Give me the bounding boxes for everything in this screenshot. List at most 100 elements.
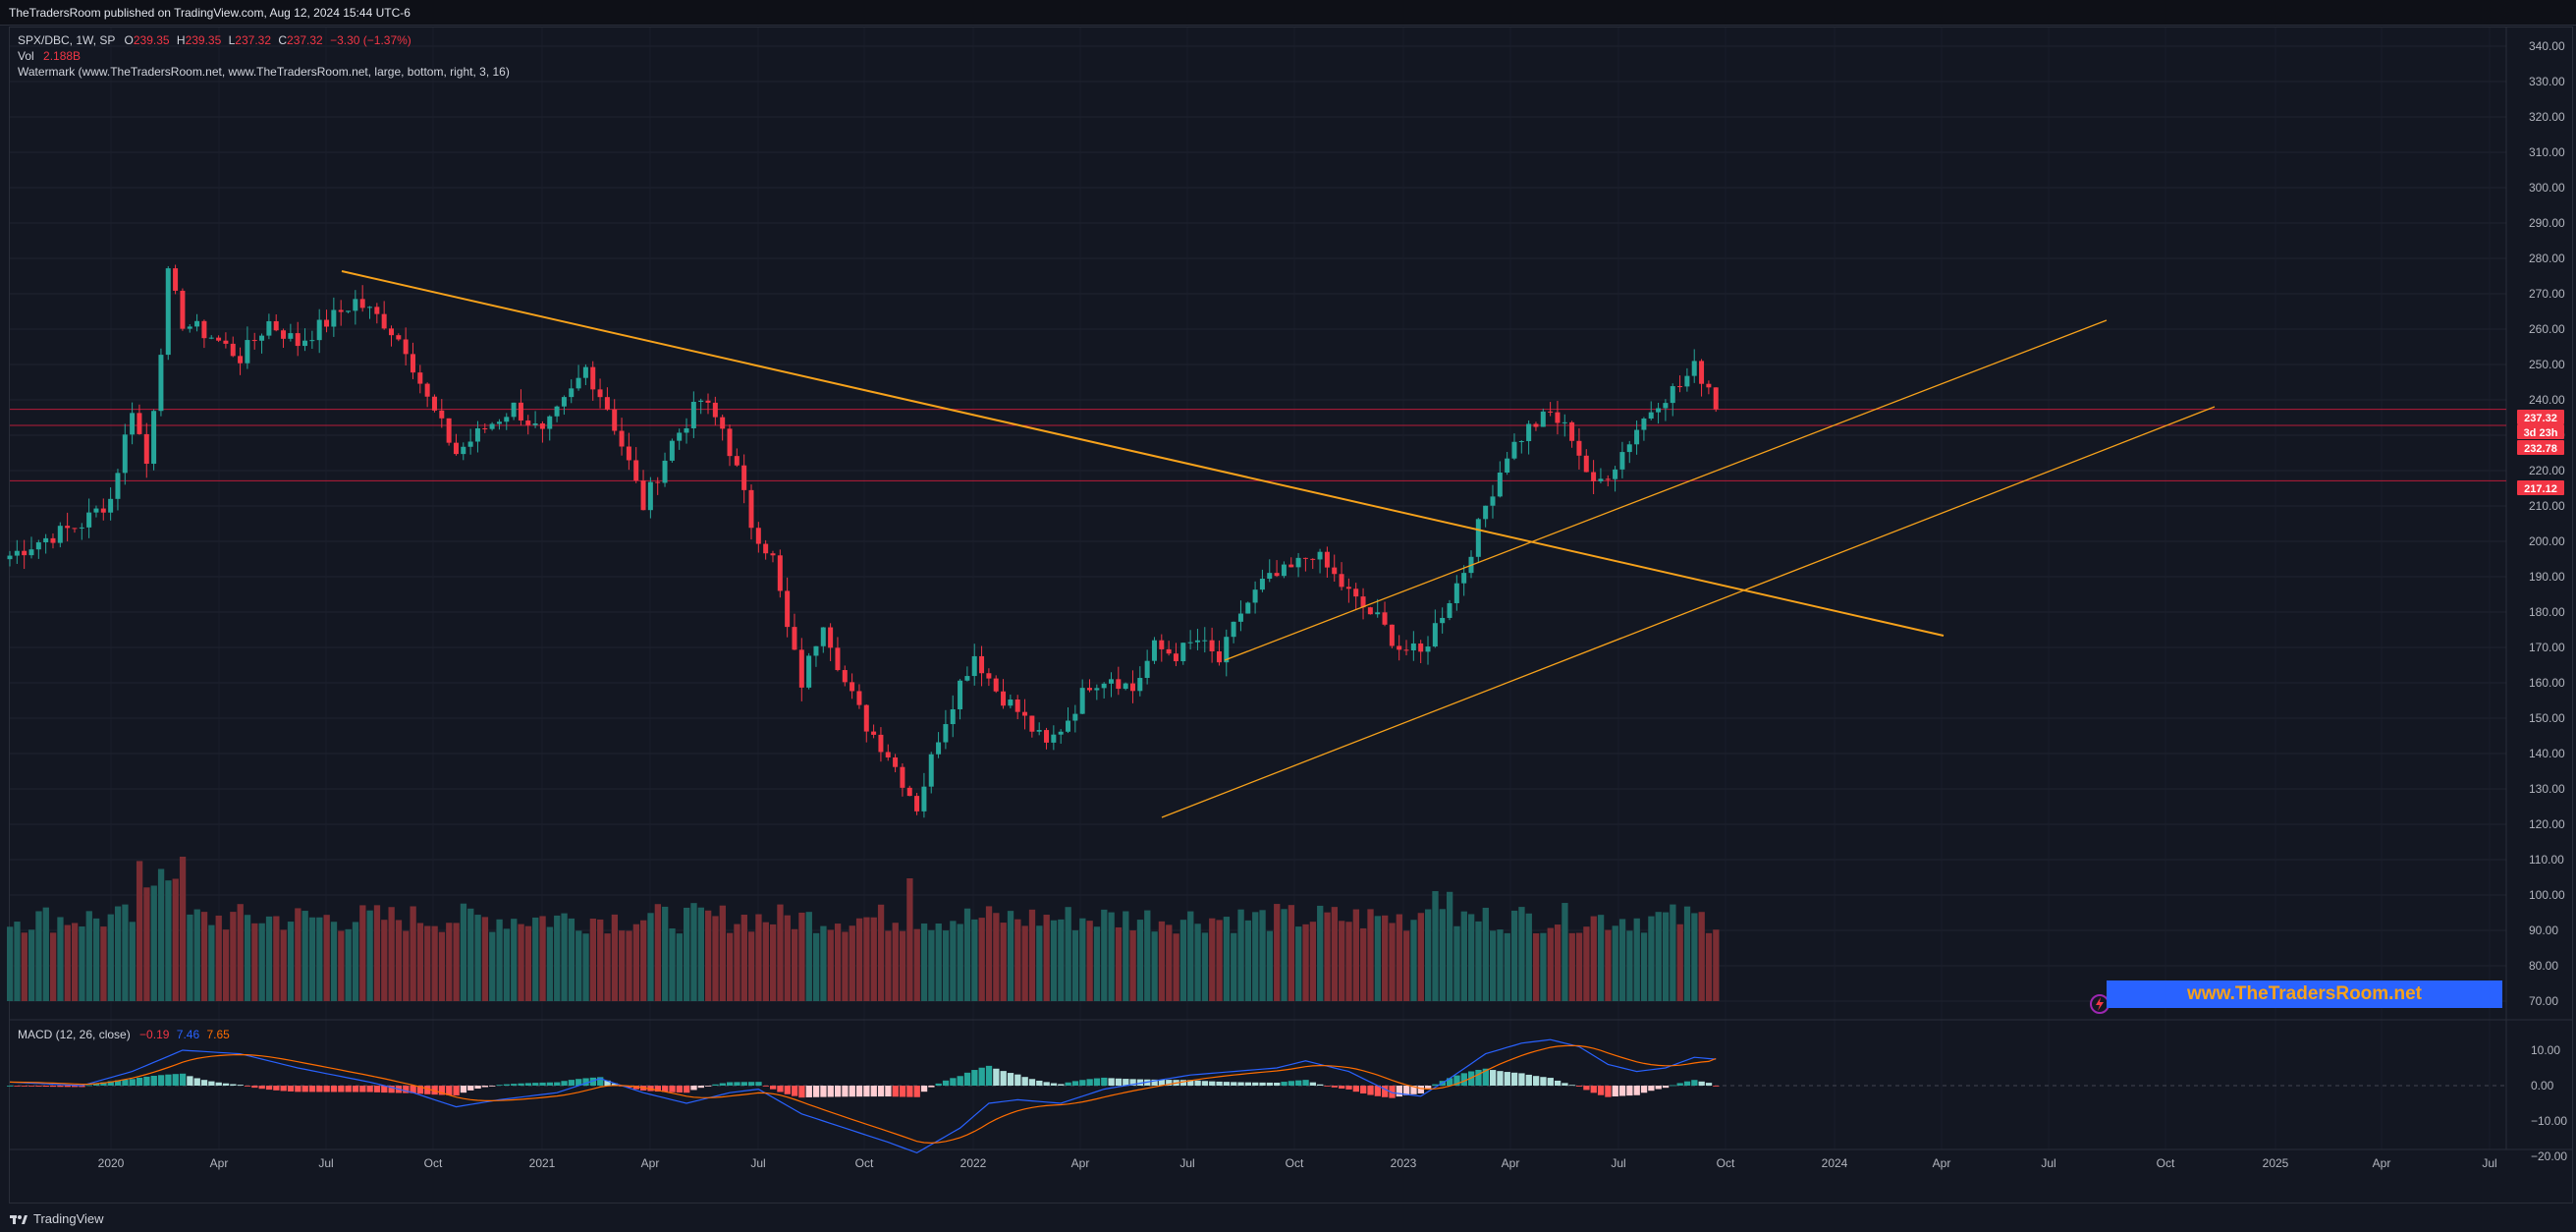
time-tick-label: Jul — [318, 1156, 333, 1170]
volume-label[interactable]: Vol — [18, 49, 34, 63]
volume-bar — [719, 905, 726, 1001]
candle — [158, 355, 164, 412]
volume-bar — [1540, 932, 1547, 1001]
candle — [914, 796, 920, 812]
candle — [1108, 679, 1114, 684]
volume-bar — [49, 932, 57, 1001]
candle — [50, 537, 56, 543]
volume-bar — [906, 878, 913, 1001]
macd-histogram-bar — [805, 1086, 812, 1097]
macd-histogram-bar — [920, 1086, 928, 1092]
volume-bar — [1187, 911, 1194, 1001]
volume-bar — [619, 930, 626, 1001]
time-tick-label: Jul — [2482, 1156, 2496, 1170]
time-tick-label: 2022 — [960, 1156, 987, 1170]
candle — [388, 328, 394, 336]
publish-header: TheTradersRoom published on TradingView.… — [0, 0, 2576, 26]
macd-histogram-bar — [1115, 1078, 1123, 1086]
time-tick-label: 2021 — [529, 1156, 556, 1170]
candle — [288, 333, 294, 339]
volume-bar — [381, 920, 388, 1001]
macd-histogram-bar — [1532, 1076, 1540, 1086]
time-tick-label: Jul — [1611, 1156, 1625, 1170]
macd-histogram-bar — [1374, 1086, 1381, 1096]
price-tick-label: 130.00 — [2529, 782, 2565, 796]
volume-bar — [928, 929, 935, 1001]
symbol-label[interactable]: SPX/DBC, 1W, SP — [18, 33, 116, 47]
tradingview-logo[interactable]: TradingView — [10, 1211, 104, 1226]
macd-histogram-bar — [280, 1086, 287, 1092]
price-tick-label: 320.00 — [2529, 110, 2565, 124]
time-tick-label: Apr — [2373, 1156, 2391, 1170]
candle — [1619, 452, 1625, 470]
watermark-indicator-label[interactable]: Watermark (www.TheTradersRoom.net, www.T… — [18, 65, 510, 79]
price-tick-label: 210.00 — [2529, 499, 2565, 513]
macd-histogram-bar — [1216, 1081, 1223, 1086]
macd-histogram-bar — [1662, 1086, 1670, 1089]
macd-histogram-bar — [957, 1076, 963, 1086]
candle — [208, 337, 214, 339]
macd-histogram-bar — [1259, 1082, 1266, 1086]
macd-histogram-bar — [834, 1086, 842, 1097]
macd-histogram-bar — [1489, 1070, 1497, 1086]
candle — [1397, 645, 1402, 650]
volume-bar — [1597, 915, 1605, 1001]
volume-bar — [1547, 927, 1554, 1001]
chart-frame[interactable] — [9, 27, 2573, 1204]
volume-bar — [626, 930, 632, 1001]
volume-bar — [35, 911, 42, 1001]
macd-histogram-bar — [1252, 1082, 1259, 1086]
time-tick-label: Jul — [750, 1156, 765, 1170]
macd-histogram-bar — [1079, 1080, 1086, 1086]
candle — [115, 473, 121, 499]
macd-histogram-bar — [755, 1082, 762, 1086]
candle — [396, 335, 402, 340]
trendline-channel-lower — [1161, 406, 2216, 818]
volume-bar — [388, 907, 395, 1001]
volume-bar — [14, 922, 21, 1001]
volume-bar — [92, 918, 100, 1001]
candle — [1375, 612, 1381, 615]
macd-histogram-bar — [1295, 1080, 1302, 1086]
macd-histogram-bar — [338, 1086, 345, 1092]
candle — [374, 307, 380, 314]
time-axis: 2020 Apr Jul Oct 2021 Apr Jul Oct 2022 Apr Jul Oct 2… — [98, 1156, 2497, 1170]
macd-histogram-bar — [769, 1086, 777, 1090]
candle — [928, 754, 934, 787]
volume-bar — [640, 920, 647, 1001]
volume-bar — [913, 928, 920, 1001]
candle — [850, 682, 855, 692]
candle — [324, 319, 330, 327]
candle — [582, 366, 588, 378]
candle — [597, 389, 603, 398]
candle — [259, 335, 265, 341]
volume-bar — [64, 924, 71, 1001]
macd-histogram-bar — [863, 1086, 870, 1097]
macd-histogram-bar — [416, 1086, 424, 1094]
macd-histogram-bar — [308, 1086, 316, 1092]
volume-bar — [323, 915, 330, 1001]
volume-bar — [1317, 905, 1324, 1001]
price-tags: 237.32 3d 23h 232.78 217.12 — [2517, 410, 2564, 495]
candle — [1259, 579, 1265, 590]
macd-histogram-bar — [1410, 1086, 1417, 1094]
volume-bar — [1136, 920, 1144, 1001]
volume-bar — [42, 907, 49, 1001]
macd-histogram-bar — [42, 1086, 49, 1088]
macd-histogram-bar — [330, 1086, 338, 1092]
volume-bar — [1460, 911, 1467, 1001]
macd-tick-label: −20.00 — [2531, 1149, 2567, 1163]
candle — [35, 542, 41, 550]
volume-bar — [1166, 924, 1173, 1001]
volume-bar — [1339, 921, 1345, 1001]
macd-histogram-bar — [1158, 1079, 1166, 1086]
macd-histogram-bar — [985, 1065, 993, 1086]
signal-line — [9, 1044, 1717, 1145]
macd-histogram-bar — [597, 1077, 604, 1086]
price-tick-label: 240.00 — [2529, 393, 2565, 407]
macd-histogram-bar — [892, 1086, 899, 1097]
volume-bar — [1467, 914, 1475, 1001]
macd-label[interactable]: MACD (12, 26, close) — [18, 1028, 131, 1041]
macd-histogram-bar — [1389, 1086, 1396, 1098]
